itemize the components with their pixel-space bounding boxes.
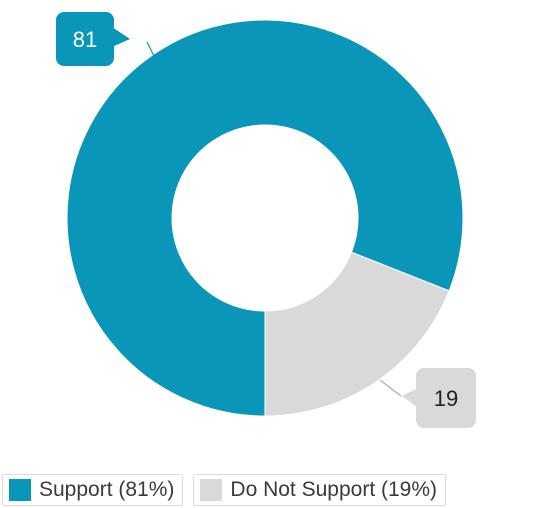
donut-slices [66, 19, 464, 417]
donut-slice-do-not-support[interactable] [264, 251, 450, 417]
callout-leader-support [146, 41, 156, 59]
donut-chart: 81 19 [56, 12, 476, 428]
callout-box-do-not-support [416, 368, 476, 428]
legend-item-support[interactable]: Support (81%) [2, 474, 184, 506]
callout-support: 81 [56, 12, 156, 66]
legend-label-do-not-support: Do Not Support (19%) [230, 478, 438, 501]
legend-swatch-do-not-support [200, 479, 223, 501]
callout-do-not-support: 19 [379, 368, 476, 428]
donut-slice-support[interactable] [66, 19, 464, 417]
legend-swatch-support [9, 479, 31, 501]
callout-pointer-do-not-support [402, 388, 418, 408]
data-label-support: 81 [73, 27, 97, 52]
chart-legend: Support (81%) Do Not Support (19%) [2, 474, 447, 506]
legend-item-do-not-support[interactable]: Do Not Support (19%) [193, 474, 447, 506]
callout-pointer-support [112, 27, 130, 47]
callout-box-support [56, 12, 114, 66]
callout-leader-do-not-support [379, 379, 402, 397]
data-label-do-not-support: 19 [434, 386, 458, 411]
legend-label-support: Support (81%) [39, 478, 175, 501]
slice-callouts: 81 19 [56, 12, 476, 428]
